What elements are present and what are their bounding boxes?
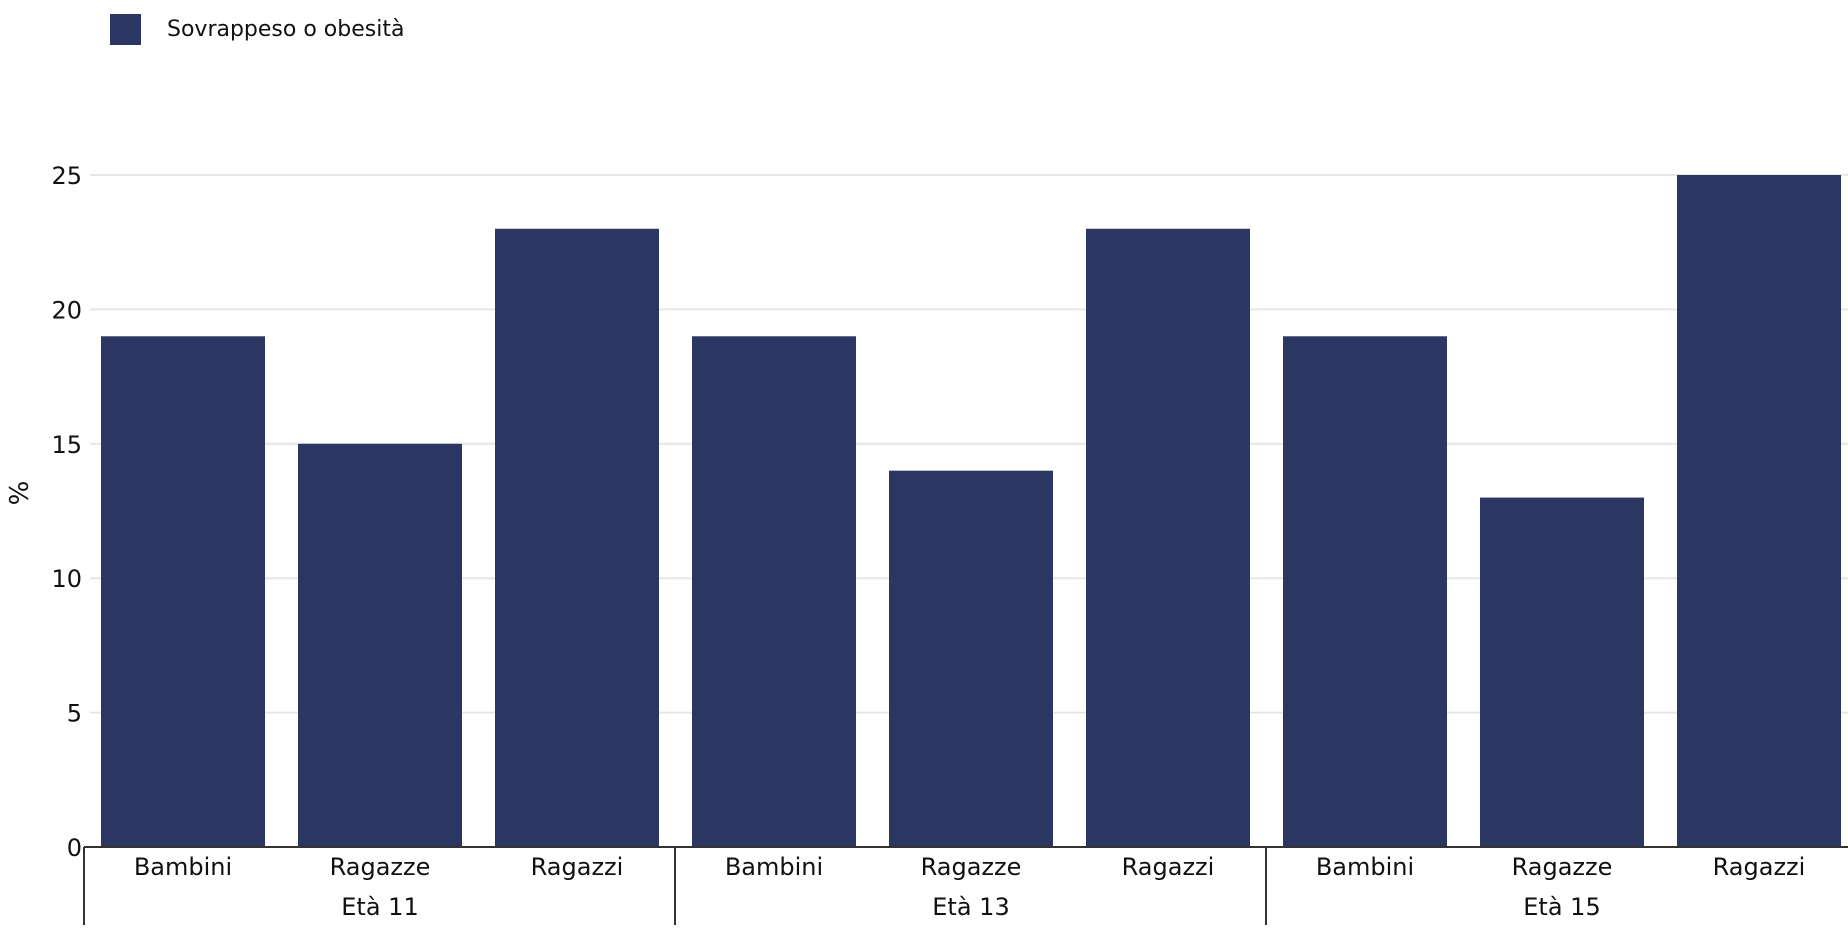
y-tick-label: 10: [51, 565, 82, 593]
bar: [1480, 497, 1644, 847]
x-tick-label: Bambini: [725, 853, 823, 881]
x-tick-label: Ragazzi: [1122, 853, 1215, 881]
bar: [1677, 175, 1841, 847]
bar: [1086, 228, 1250, 847]
x-tick-label: Bambini: [134, 853, 232, 881]
group-label: Età 13: [932, 893, 1009, 921]
x-tick-label: Bambini: [1316, 853, 1414, 881]
y-tick-label: 0: [67, 834, 82, 862]
bars: [101, 175, 1841, 847]
bar: [495, 228, 659, 847]
x-tick-label: Ragazze: [921, 853, 1022, 881]
bar: [692, 336, 856, 847]
y-tick-label: 20: [51, 296, 82, 324]
y-tick-label: 5: [67, 700, 82, 728]
bar: [1283, 336, 1447, 847]
y-tick-label: 25: [51, 162, 82, 190]
group-label: Età 11: [341, 893, 418, 921]
x-tick-label: Ragazzi: [531, 853, 624, 881]
legend-label: Sovrappeso o obesità: [167, 17, 405, 42]
x-tick-label: Ragazze: [330, 853, 431, 881]
legend-swatch: [110, 14, 141, 45]
axes: 0 5 10 15 20 25 Bambini Ragazze Ragazzi Bambini Ra…: [51, 162, 1848, 925]
y-tick-label: 15: [51, 431, 82, 459]
group-label: Età 15: [1523, 893, 1600, 921]
bar: [101, 336, 265, 847]
x-tick-label: Ragazze: [1512, 853, 1613, 881]
bar: [889, 470, 1053, 847]
x-tick-label: Ragazzi: [1713, 853, 1806, 881]
legend: Sovrappeso o obesità: [110, 14, 404, 45]
y-axis-label: %: [5, 481, 35, 506]
bar: [298, 443, 462, 847]
